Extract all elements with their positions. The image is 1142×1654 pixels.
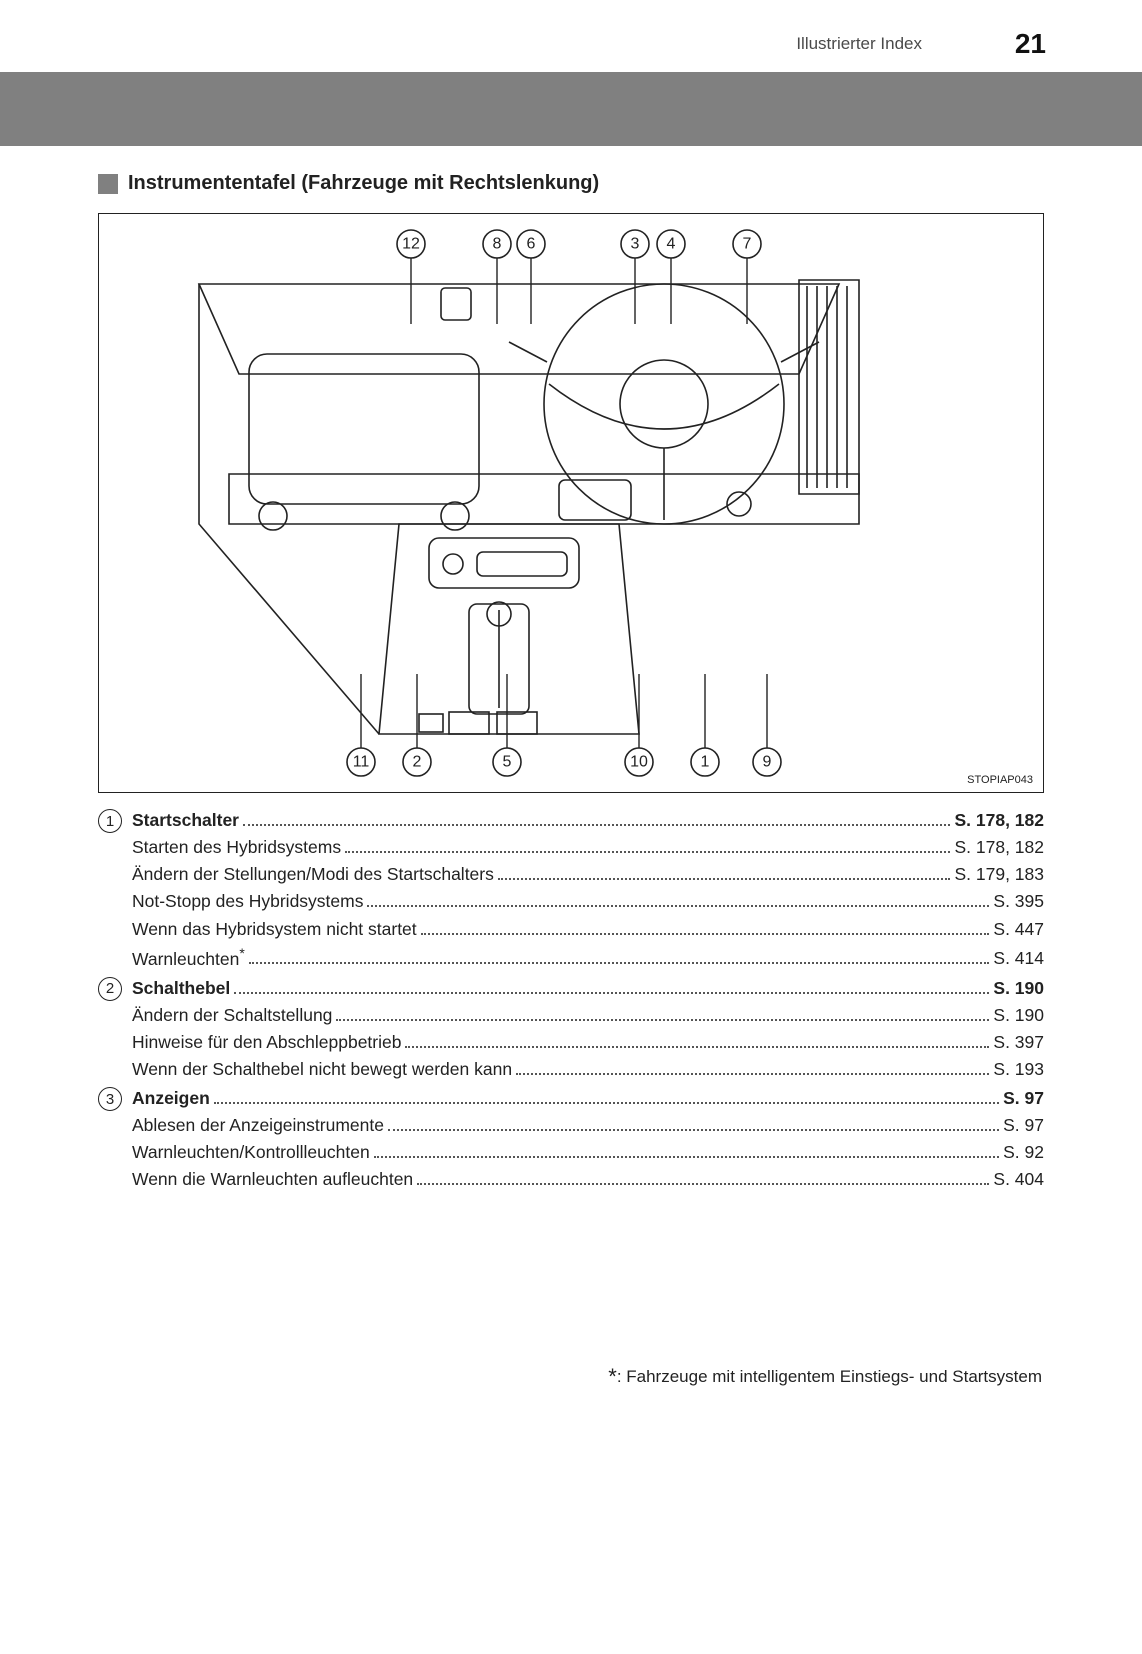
svg-text:5: 5 — [503, 754, 512, 771]
page-number: 21 — [1015, 28, 1046, 60]
index-page-ref: S. 395 — [993, 888, 1044, 915]
index-line: Startschalter S. 178, 182 — [132, 807, 1044, 834]
section-marker — [98, 174, 118, 194]
index-group: 1StartschalterS. 178, 182Starten des Hyb… — [98, 807, 1044, 973]
index-page-ref: S. 397 — [993, 1029, 1044, 1056]
index-group: 3AnzeigenS. 97Ablesen der Anzeigeinstrum… — [98, 1085, 1044, 1194]
index-page-ref: S. 193 — [993, 1056, 1044, 1083]
chapter-title: Illustrierter Index — [796, 34, 922, 54]
index-page-ref: S. 404 — [993, 1166, 1044, 1193]
index-label: Wenn das Hybridsystem nicht startet — [132, 916, 417, 943]
index-page-ref: S. 97 — [1003, 1085, 1044, 1112]
index-line: Schalthebel S. 190 — [132, 975, 1044, 1002]
leader-dots — [421, 922, 990, 934]
svg-text:7: 7 — [743, 236, 752, 253]
index-line: Ändern der Schaltstellung S. 190 — [132, 1002, 1044, 1029]
leader-dots — [345, 841, 950, 853]
index-line: Warnleuchten/Kontrollleuchten S. 92 — [132, 1139, 1044, 1166]
leader-dots — [367, 895, 989, 907]
footnote: *: Fahrzeuge mit intelligentem Einstiegs… — [98, 1364, 1044, 1390]
index-line: Starten des Hybridsystems S. 178, 182 — [132, 834, 1044, 861]
svg-text:12: 12 — [402, 236, 420, 253]
svg-text:11: 11 — [353, 754, 370, 771]
svg-text:4: 4 — [667, 236, 676, 253]
svg-text:9: 9 — [763, 754, 772, 771]
svg-text:6: 6 — [527, 236, 536, 253]
index-page-ref: S. 178, 182 — [954, 834, 1044, 861]
index-label: Not-Stopp des Hybridsystems — [132, 888, 363, 915]
leader-dots — [516, 1063, 989, 1075]
index-page-ref: S. 97 — [1003, 1112, 1044, 1139]
index-label: Schalthebel — [132, 975, 230, 1002]
index-line: Not-Stopp des Hybridsystems S. 395 — [132, 888, 1044, 915]
index-number-circle: 3 — [98, 1087, 122, 1111]
index-line: Wenn das Hybridsystem nicht startet S. 44… — [132, 916, 1044, 943]
index-label: Anzeigen — [132, 1085, 210, 1112]
header-gray-band — [0, 72, 1142, 146]
index-page-ref: S. 178, 182 — [954, 807, 1044, 834]
index-label: Ändern der Stellungen/Modi des Startscha… — [132, 861, 494, 888]
svg-text:1: 1 — [701, 754, 710, 771]
footnote-star: * — [608, 1364, 617, 1389]
svg-text:2: 2 — [413, 754, 422, 771]
index-line: Ändern der Stellungen/Modi des Startscha… — [132, 861, 1044, 888]
index-label: Hinweise für den Abschleppbetrieb — [132, 1029, 401, 1056]
footnote-text: : Fahrzeuge mit intelligentem Einstiegs-… — [617, 1367, 1042, 1386]
index-list: 1StartschalterS. 178, 182Starten des Hyb… — [98, 807, 1044, 1194]
leader-dots — [417, 1173, 989, 1185]
index-number-circle: 2 — [98, 977, 122, 1001]
index-label: Ändern der Schaltstellung — [132, 1002, 332, 1029]
index-line: Wenn die Warnleuchten aufleuchten S. 404 — [132, 1166, 1044, 1193]
svg-text:10: 10 — [630, 754, 648, 771]
leader-dots — [388, 1119, 999, 1131]
index-label: Wenn die Warnleuchten aufleuchten — [132, 1166, 413, 1193]
leader-dots — [249, 952, 990, 964]
leader-dots — [374, 1146, 999, 1158]
index-line: Wenn der Schalthebel nicht bewegt werden… — [132, 1056, 1044, 1083]
leader-dots — [214, 1092, 999, 1104]
diagram-code: STOPIAP043 — [967, 774, 1033, 786]
index-line: Anzeigen S. 97 — [132, 1085, 1044, 1112]
index-page-ref: S. 190 — [993, 1002, 1044, 1029]
index-page-ref: S. 447 — [993, 916, 1044, 943]
index-label: Warnleuchten* — [132, 943, 245, 973]
index-label: Wenn der Schalthebel nicht bewegt werden… — [132, 1056, 512, 1083]
index-label: Startschalter — [132, 807, 239, 834]
index-line: Ablesen der Anzeigeinstrumente S. 97 — [132, 1112, 1044, 1139]
leader-dots — [405, 1036, 989, 1048]
index-line: Warnleuchten* S. 414 — [132, 943, 1044, 973]
index-group: 2SchalthebelS. 190Ändern der Schaltstell… — [98, 975, 1044, 1084]
svg-text:8: 8 — [493, 236, 502, 253]
leader-dots — [234, 981, 989, 993]
index-number-circle: 1 — [98, 809, 122, 833]
dashboard-diagram: 12 8 6 3 4 7 11 2 5 10 1 9 — [98, 213, 1044, 793]
section-title: Instrumententafel (Fahrzeuge mit Rechtsl… — [128, 172, 599, 195]
index-page-ref: S. 179, 183 — [954, 861, 1044, 888]
index-label: Ablesen der Anzeigeinstrumente — [132, 1112, 384, 1139]
index-page-ref: S. 414 — [993, 945, 1044, 972]
leader-dots — [243, 814, 950, 826]
svg-text:3: 3 — [631, 236, 640, 253]
index-label: Starten des Hybridsystems — [132, 834, 341, 861]
index-page-ref: S. 190 — [993, 975, 1044, 1002]
index-page-ref: S. 92 — [1003, 1139, 1044, 1166]
leader-dots — [498, 868, 951, 880]
index-label: Warnleuchten/Kontrollleuchten — [132, 1139, 370, 1166]
leader-dots — [336, 1008, 989, 1020]
index-line: Hinweise für den Abschleppbetrieb S. 397 — [132, 1029, 1044, 1056]
